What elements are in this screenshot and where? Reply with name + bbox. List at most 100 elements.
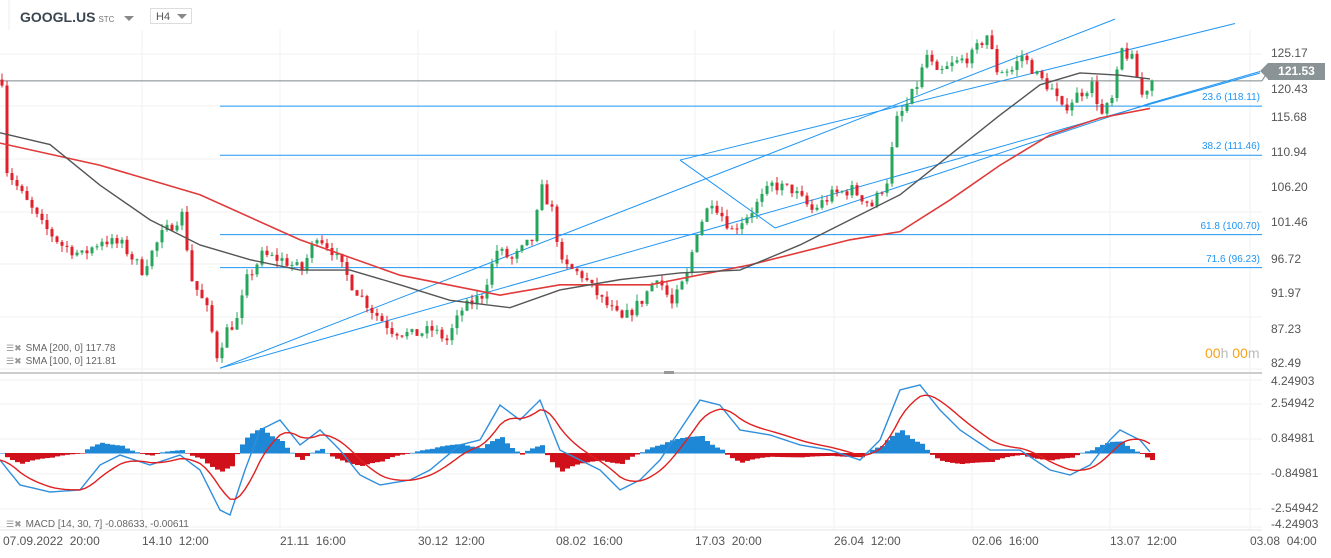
legend-sma200-text: SMA [200, 0] 117.78 [25,343,116,354]
macd-histogram-bar [715,447,720,454]
candle [745,214,749,226]
fib-level-label: 23.6 (118.11) [1201,92,1260,104]
candle-body [165,224,169,231]
macd-histogram-bar [170,450,175,454]
candle-body [855,185,859,196]
macd-histogram-bar [115,445,120,454]
macd-histogram-bar [525,450,530,454]
sma200-line [0,107,1151,296]
candle [750,207,754,224]
candle-body [495,250,499,264]
macd-histogram-bar [490,441,495,454]
macd-histogram-bar [630,453,635,457]
settings-icon[interactable]: ☰✖ [6,356,22,366]
candle-body [435,329,439,331]
candle-body [545,184,549,205]
candle-body [235,317,239,330]
candle [440,326,444,342]
macd-histogram-bar [185,453,190,454]
macd-histogram-bar [805,453,810,457]
macd-histogram-bar [735,453,740,461]
candle-body [680,281,684,290]
macd-histogram-bar [425,449,430,454]
macd-histogram-bar [1055,453,1060,460]
candle [265,245,269,258]
macd-histogram-bar [1085,451,1090,454]
candle [995,44,999,76]
candle-body [815,207,819,210]
candle-body [1090,81,1094,94]
candle-body [595,282,599,296]
candle [475,289,479,310]
candle [275,248,279,268]
candle [225,323,229,348]
candle [615,300,619,312]
candle-body [345,262,349,275]
pane-resize-handle[interactable] [664,371,674,374]
candle [1095,75,1099,111]
candle [850,180,854,198]
macd-histogram-bar [550,453,555,463]
macd-histogram-bar [670,440,675,454]
macd-histogram-bar [945,453,950,463]
macd-histogram-bar [795,453,800,458]
macd-histogram-bar [580,453,585,464]
trendline [679,23,1236,161]
macd-histogram-bar [1120,441,1125,454]
macd-histogram-bar [445,445,450,454]
symbol-selector[interactable]: GOOGL.US STC [20,9,135,25]
macd-histogram-bar [475,447,480,454]
candle-body [890,147,894,184]
candle-body [1045,78,1049,90]
candle-body [275,254,279,261]
macd-line [0,384,1151,517]
settings-icon[interactable]: ☰✖ [6,343,22,353]
candle [170,223,174,231]
timeframe-select[interactable]: H4 [150,8,192,24]
timer-m-unit: m [1247,345,1260,361]
candle-body [1115,69,1119,98]
candle-body [220,347,224,359]
candle-body [1145,90,1149,95]
macd-histogram-bar [1090,450,1095,454]
candle-body [945,66,949,69]
candle-body [990,35,994,50]
candle-body [190,250,194,282]
macd-histogram-bar [1075,453,1080,456]
candle [710,200,714,215]
candle-body [135,259,139,261]
candle [415,329,419,336]
bar-countdown: 00h 00m [1205,345,1260,361]
macd-histogram-bar [255,430,260,454]
candle [235,312,239,330]
candle-body [570,264,574,269]
candle-body [805,195,809,205]
candle [355,289,359,296]
candle [695,234,699,253]
settings-icon[interactable]: ☰✖ [6,519,22,529]
macd-histogram-bar [260,427,265,454]
macd-histogram-bar [305,453,310,457]
macd-histogram-bar [235,453,240,455]
candle-body [875,192,879,207]
candle [950,55,954,72]
macd-histogram-bar [995,453,1000,460]
candle-body [500,248,504,251]
candle-body [340,253,344,263]
macd-histogram-bar [815,453,820,457]
candle [340,253,344,268]
macd-histogram-bar [785,453,790,458]
candle [25,186,29,201]
macd-histogram-bar [105,443,110,454]
price-axis-label: 101.46 [1271,215,1308,229]
candle-body [550,204,554,207]
candle [1010,66,1014,75]
macd-histogram-bar [435,447,440,454]
candle-body [115,238,119,244]
macd-histogram-bar [570,453,575,467]
candle [865,200,869,207]
macd-histogram-bar [1125,445,1130,454]
candle [685,268,689,285]
candle-body [265,250,269,255]
